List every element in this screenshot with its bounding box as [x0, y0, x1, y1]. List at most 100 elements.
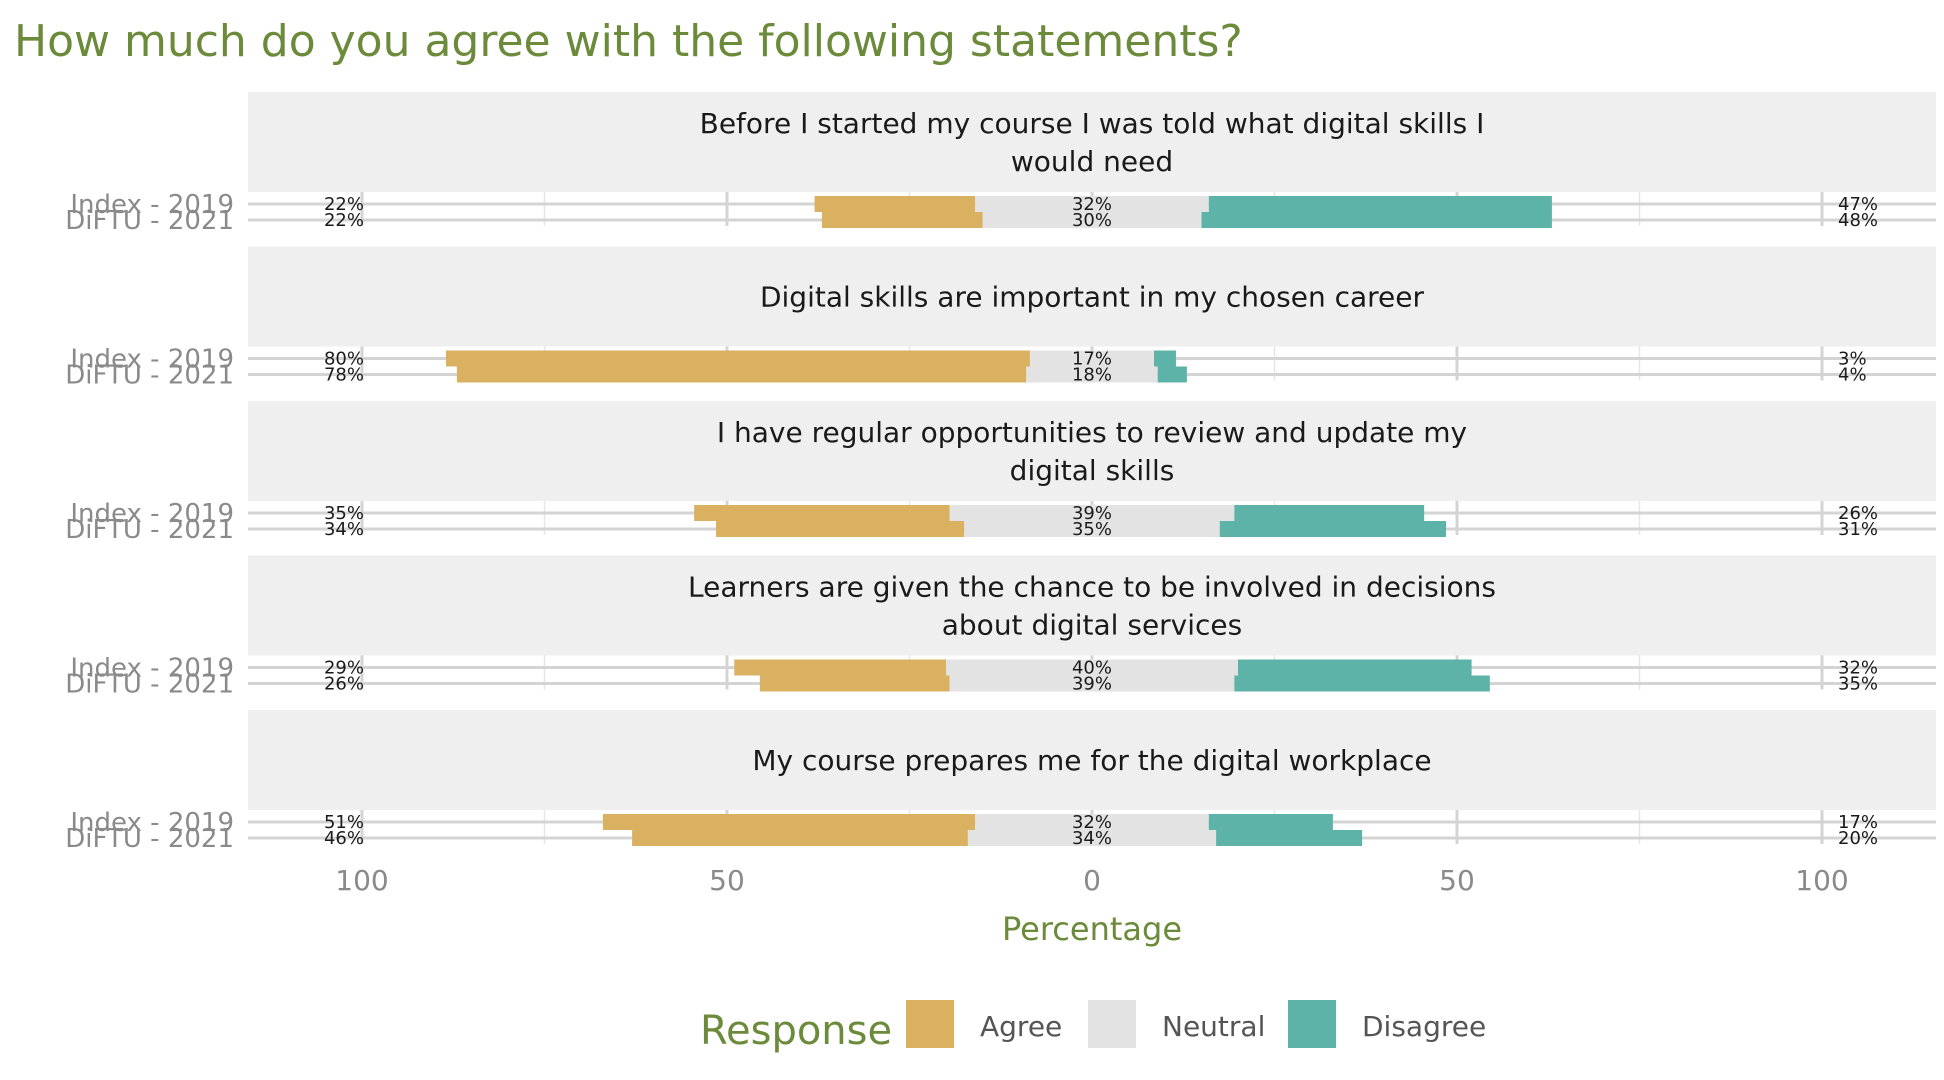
agree-pct-label: 26% — [324, 674, 364, 695]
disagree-pct-label: 20% — [1838, 828, 1878, 849]
bar-neutral — [975, 814, 1209, 830]
bar-disagree — [1154, 350, 1176, 367]
bar-neutral — [975, 196, 1209, 212]
x-tick-label: 50 — [1439, 864, 1475, 897]
disagree-pct-label: 31% — [1838, 519, 1878, 540]
row-group-label: DiFTU - 2021 — [65, 824, 234, 854]
bar-agree — [602, 814, 976, 830]
disagree-pct-label: 35% — [1838, 674, 1878, 695]
chart-title: How much do you agree with the following… — [14, 16, 1243, 67]
row-group-label: DiFTU - 2021 — [65, 361, 234, 391]
bar-disagree — [1234, 505, 1425, 521]
bar-agree — [759, 675, 950, 692]
facet-statement-text: Before I started my course I was told wh… — [700, 107, 1485, 140]
bar-neutral — [1029, 350, 1155, 367]
legend-label: Agree — [980, 1010, 1062, 1043]
row-group-label: Index - 2019 — [70, 345, 234, 375]
bar-neutral — [982, 212, 1202, 228]
bar-agree — [716, 521, 965, 537]
row-group-label: Index - 2019 — [70, 499, 234, 529]
legend-title: Response — [700, 1008, 892, 1054]
x-tick-label: 50 — [709, 864, 745, 897]
neutral-pct-label: 32% — [1072, 194, 1112, 215]
row-group-label: Index - 2019 — [70, 654, 234, 684]
facet-panel: I have regular opportunities to review a… — [65, 401, 1936, 545]
disagree-pct-label: 26% — [1838, 503, 1878, 524]
neutral-pct-label: 40% — [1072, 658, 1112, 679]
disagree-pct-label: 32% — [1838, 658, 1878, 679]
facet-statement-text: My course prepares me for the digital wo… — [752, 744, 1431, 777]
agree-pct-label: 22% — [324, 194, 364, 215]
row-group-label: DiFTU - 2021 — [65, 670, 234, 700]
bar-agree — [734, 659, 946, 676]
bar-agree — [694, 505, 950, 521]
row-group-label: DiFTU - 2021 — [65, 206, 234, 236]
agree-pct-label: 34% — [324, 519, 364, 540]
facet-strip — [248, 555, 1936, 656]
facet-statement-text: I have regular opportunities to review a… — [717, 416, 1467, 449]
facet-statement-text: Digital skills are important in my chose… — [760, 281, 1425, 314]
agree-pct-label: 51% — [324, 812, 364, 833]
row-group-label: Index - 2019 — [70, 808, 234, 838]
legend-swatch — [906, 1000, 954, 1048]
facet-panel: Learners are given the chance to be invo… — [65, 555, 1936, 700]
facet-strip — [248, 92, 1936, 192]
bar-disagree — [1157, 366, 1187, 383]
facet-statement-text: about digital services — [942, 609, 1243, 642]
legend: Response Agree Neutral Disagree — [700, 1000, 1486, 1054]
bar-disagree — [1234, 675, 1490, 692]
facet-statement-text: Learners are given the chance to be invo… — [688, 571, 1496, 604]
row-group-label: DiFTU - 2021 — [65, 515, 234, 545]
bar-agree — [456, 366, 1027, 383]
bar-agree — [821, 212, 983, 228]
disagree-pct-label: 4% — [1838, 365, 1867, 386]
neutral-pct-label: 32% — [1072, 812, 1112, 833]
agree-pct-label: 78% — [324, 365, 364, 386]
bar-neutral — [949, 505, 1235, 521]
facet-panel: My course prepares me for the digital wo… — [65, 710, 1936, 854]
row-group-label: Index - 2019 — [70, 190, 234, 220]
neutral-pct-label: 39% — [1072, 503, 1112, 524]
neutral-pct-label: 17% — [1072, 349, 1112, 370]
bar-neutral — [1026, 366, 1158, 383]
legend-label: Disagree — [1362, 1010, 1486, 1043]
disagree-pct-label: 17% — [1838, 812, 1878, 833]
bar-disagree — [1216, 830, 1363, 846]
facet-strip — [248, 710, 1936, 810]
facet-strip — [248, 246, 1936, 347]
x-axis-title: Percentage — [1002, 910, 1182, 948]
facet-panel: Digital skills are important in my chose… — [65, 246, 1936, 391]
neutral-pct-label: 35% — [1072, 519, 1112, 540]
neutral-pct-label: 18% — [1072, 365, 1112, 386]
disagree-pct-label: 48% — [1838, 210, 1878, 231]
bar-neutral — [946, 659, 1238, 676]
neutral-pct-label: 30% — [1072, 210, 1112, 231]
chart-panels: Before I started my course I was told wh… — [65, 92, 1936, 854]
facet-statement-text: would need — [1011, 145, 1173, 178]
x-axis: 100 50 0 50 100 — [335, 864, 1848, 897]
neutral-pct-label: 39% — [1072, 674, 1112, 695]
bar-disagree — [1208, 196, 1552, 212]
bar-neutral — [964, 521, 1220, 537]
neutral-pct-label: 34% — [1072, 828, 1112, 849]
legend-label: Neutral — [1162, 1010, 1265, 1043]
agree-pct-label: 80% — [324, 349, 364, 370]
x-tick-label: 100 — [1795, 864, 1848, 897]
bar-neutral — [949, 675, 1235, 692]
bar-agree — [445, 350, 1030, 367]
bar-disagree — [1201, 212, 1552, 228]
agree-pct-label: 29% — [324, 658, 364, 679]
x-tick-label: 0 — [1083, 864, 1101, 897]
bar-neutral — [967, 830, 1217, 846]
bar-agree — [632, 830, 968, 846]
x-tick-label: 100 — [335, 864, 388, 897]
legend-swatch — [1288, 1000, 1336, 1048]
disagree-pct-label: 47% — [1838, 194, 1878, 215]
bar-disagree — [1219, 521, 1447, 537]
bar-agree — [814, 196, 976, 212]
agree-pct-label: 46% — [324, 828, 364, 849]
facet-strip — [248, 401, 1936, 501]
legend-swatch — [1088, 1000, 1136, 1048]
disagree-pct-label: 3% — [1838, 349, 1867, 370]
